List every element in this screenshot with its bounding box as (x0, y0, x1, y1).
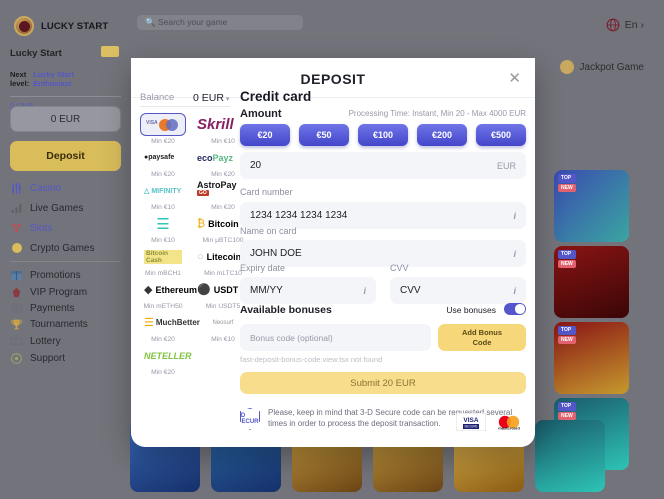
svg-text:mastercard: mastercard (498, 426, 520, 431)
svg-text:VISA: VISA (463, 417, 478, 424)
svg-text:VISA: VISA (146, 120, 158, 126)
svg-text:SECURE: SECURE (464, 425, 477, 429)
